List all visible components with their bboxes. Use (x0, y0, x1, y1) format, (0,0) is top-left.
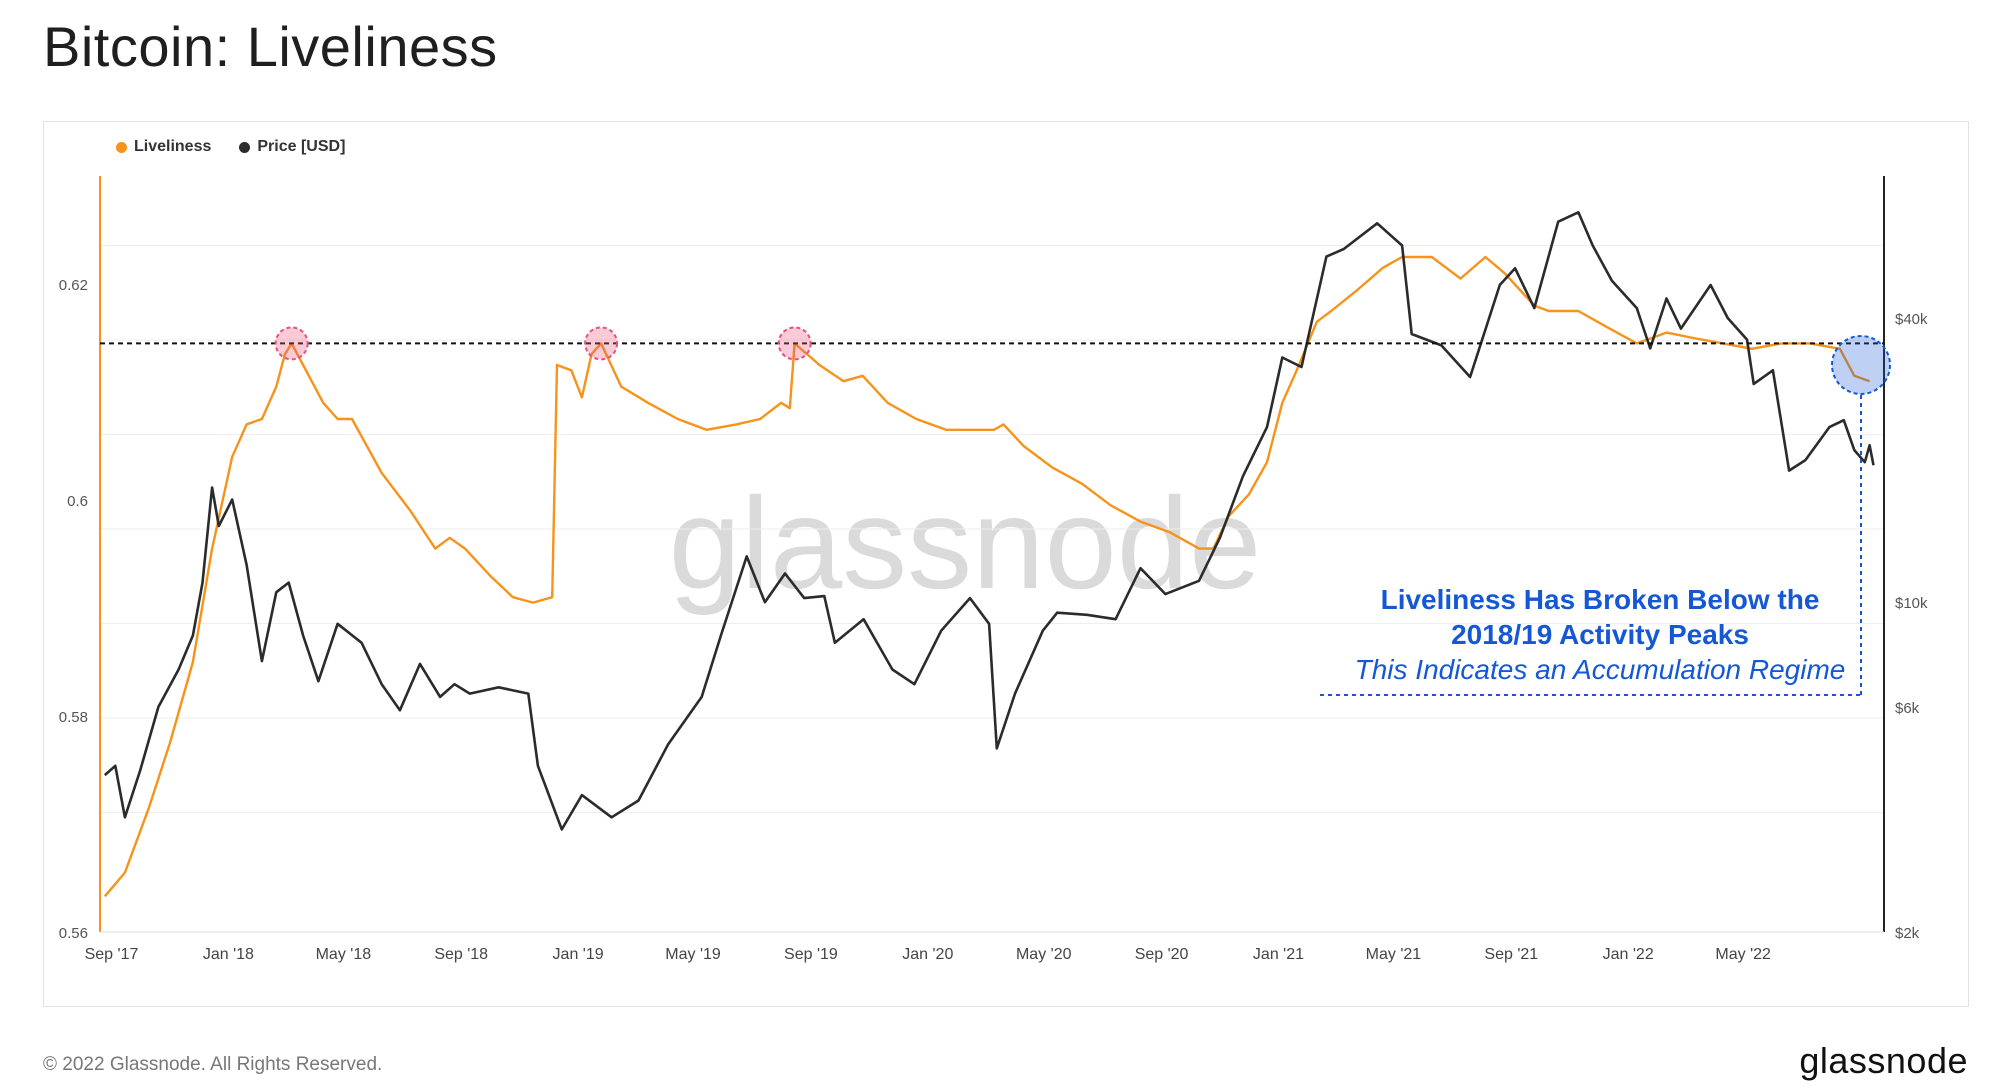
series-layer (103, 211, 1875, 898)
grid-lines (100, 245, 1884, 813)
right-tick-label: $6k (1895, 700, 1920, 717)
right-tick-label: $10k (1895, 595, 1928, 612)
left-tick-label: 0.62 (59, 277, 88, 294)
x-tick-label: Sep '19 (784, 946, 838, 963)
series-line-price-usd (103, 211, 1875, 831)
peak-marker (584, 326, 619, 361)
x-tick-label: Jan '20 (902, 946, 953, 963)
chart-legend: Liveliness Price [USD] (116, 138, 345, 156)
right-tick-label: $40k (1895, 311, 1928, 328)
x-tick-label: May '21 (1366, 946, 1422, 963)
annotation-box: Liveliness Has Broken Below the 2018/19 … (1300, 582, 1900, 688)
peak-marker (777, 326, 812, 361)
page-title: Bitcoin: Liveliness (43, 15, 498, 78)
right-tick-label: $2k (1895, 925, 1920, 942)
legend-label-liveliness: Liveliness (134, 138, 212, 155)
legend-swatch-liveliness (116, 141, 127, 153)
x-tick-label: Jan '21 (1253, 946, 1304, 963)
chart-frame (43, 121, 1969, 1007)
annotation-headline-1: Liveliness Has Broken Below the (1380, 584, 1820, 615)
x-tick-label: Jan '22 (1603, 946, 1654, 963)
watermark: glassnode (669, 470, 1262, 616)
annotation-subline: This Indicates an Accumulation Regime (1354, 654, 1846, 685)
left-tick-label: 0.6 (67, 493, 88, 510)
legend-label-price: Price [USD] (257, 138, 346, 155)
left-tick-label: 0.56 (59, 925, 88, 942)
peak-marker (274, 326, 309, 361)
legend-item-liveliness[interactable]: Liveliness (116, 138, 211, 156)
x-tick-label: Sep '18 (434, 946, 488, 963)
axes (99, 176, 1885, 933)
x-tick-label: May '22 (1715, 946, 1771, 963)
x-tick-label: Jan '18 (203, 946, 254, 963)
legend-swatch-price (239, 141, 251, 153)
footer-logo: glassnode (1799, 1040, 1968, 1081)
x-tick-label: Sep '20 (1135, 946, 1189, 963)
series-line-liveliness (103, 255, 1870, 898)
annotation-layer (100, 326, 1892, 696)
footer-copyright: © 2022 Glassnode. All Rights Reserved. (43, 1054, 383, 1075)
x-tick-label: May '20 (1016, 946, 1072, 963)
breakdown-marker (1831, 335, 1892, 395)
tick-labels: 0.56 0.58 0.6 0.62 $2k $6k $10k $40k Sep '17 Jan … (59, 277, 1928, 963)
x-tick-label: May '18 (316, 946, 372, 963)
annotation-headline-2: 2018/19 Activity Peaks (1451, 619, 1749, 650)
x-tick-label: Sep '21 (1484, 946, 1538, 963)
legend-item-price[interactable]: Price [USD] (239, 138, 345, 156)
x-tick-label: Jan '19 (553, 946, 604, 963)
x-tick-label: Sep '17 (85, 946, 139, 963)
left-tick-label: 0.58 (59, 709, 88, 726)
x-tick-label: May '19 (665, 946, 721, 963)
